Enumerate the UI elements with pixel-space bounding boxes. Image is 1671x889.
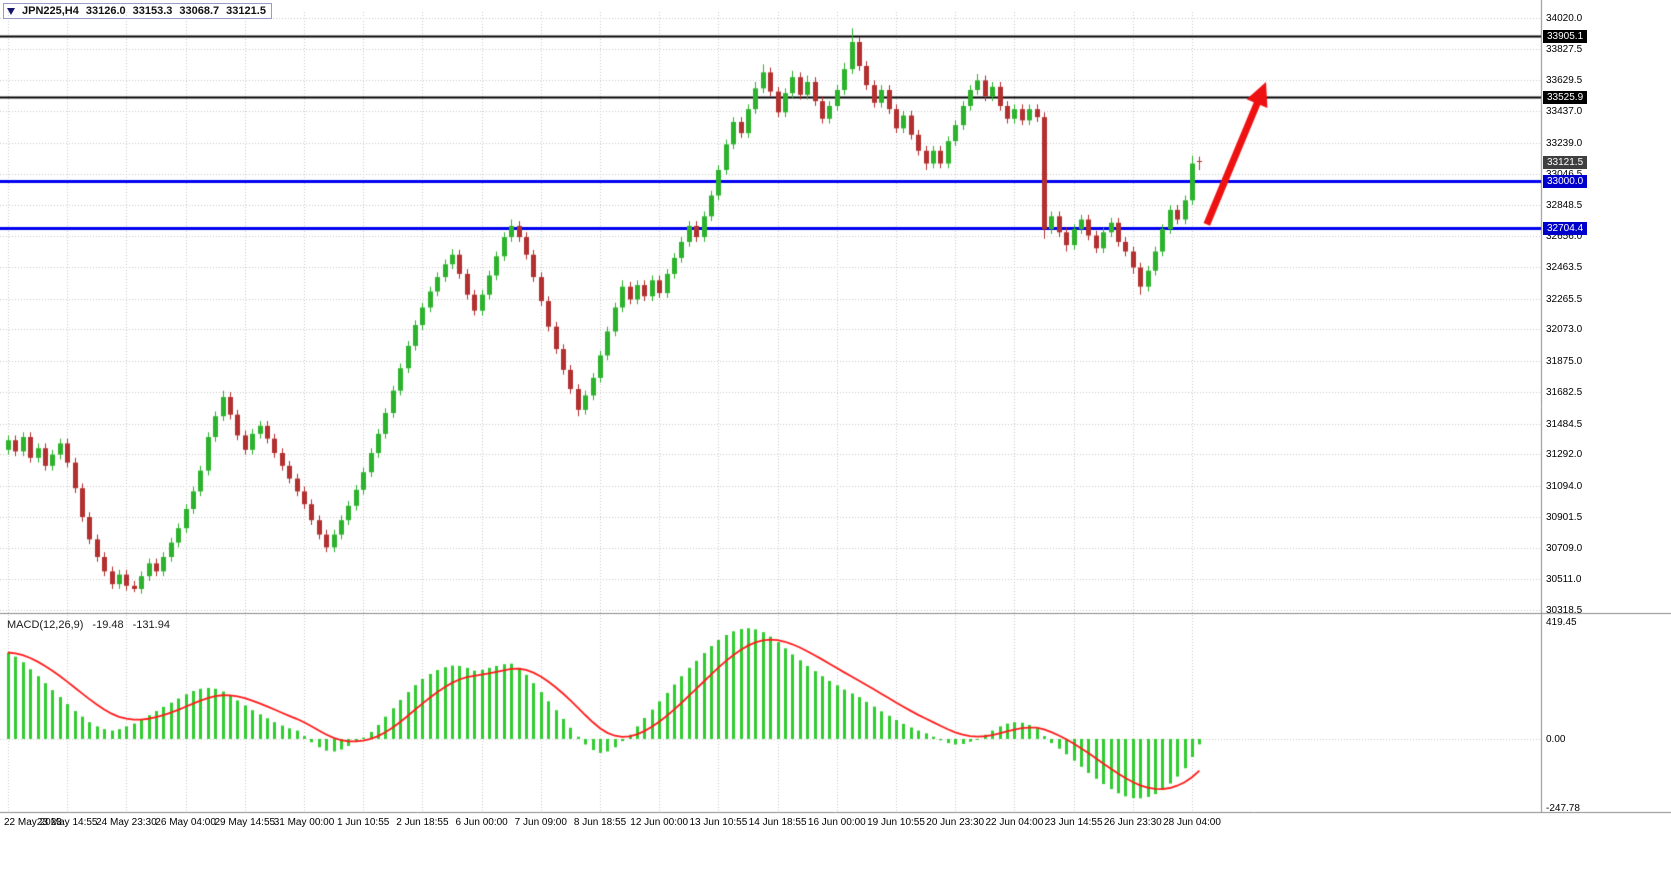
time-tick-label: 22 May 2023 [4, 817, 62, 828]
macd-tick-label: 0.00 [1546, 733, 1566, 745]
price-tick-label: 31094.0 [1546, 480, 1583, 492]
time-tick-label: 26 May 04:00 [155, 817, 216, 828]
time-tick-label: 31 May 00:00 [273, 817, 335, 828]
price-tick-label: 31484.5 [1546, 418, 1583, 430]
price-tick-label: 33629.5 [1546, 75, 1583, 87]
price-badge: 33905.1 [1543, 30, 1588, 44]
price-tick-label: 31292.0 [1546, 449, 1583, 461]
time-tick-label: 28 Jun 04:00 [1163, 817, 1221, 828]
time-tick-label: 26 Jun 23:30 [1103, 817, 1162, 828]
time-tick-label: 12 Jun 00:00 [630, 817, 689, 828]
price-badge: 33000.0 [1543, 175, 1588, 189]
time-tick-label: 19 Jun 10:55 [867, 817, 925, 828]
symbol-marker-icon [7, 7, 15, 15]
time-tick-label: 23 Jun 14:55 [1044, 817, 1103, 828]
price-tick-label: 33437.0 [1546, 106, 1583, 118]
time-tick-label: 16 Jun 00:00 [807, 817, 866, 828]
time-tick-label: 6 Jun 00:00 [455, 817, 508, 828]
macd-name-label: MACD(12,26,9) [7, 619, 84, 631]
price-tick-label: 31875.0 [1546, 356, 1583, 368]
symbol-info-box: JPN225,H4 33126.0 33153.3 33068.7 33121.… [3, 3, 272, 19]
price-tick-label: 32656.0 [1546, 231, 1583, 243]
price-tick-label: 30709.0 [1546, 542, 1583, 554]
time-tick-label: 1 Jun 10:55 [337, 817, 390, 828]
macd-tick-label: 419.45 [1546, 617, 1577, 628]
time-tick-label: 7 Jun 09:00 [514, 817, 567, 828]
price-badge: 32704.4 [1543, 222, 1588, 236]
price-tick-label: 32463.5 [1546, 261, 1583, 273]
price-tick-label: 30901.5 [1546, 511, 1583, 523]
price-tick-label: 30511.0 [1546, 574, 1582, 586]
macd-tick-label: -247.78 [1546, 803, 1580, 814]
ohlc-high-value: 33153.3 [132, 5, 173, 17]
ohlc-close-value: 33121.5 [226, 5, 266, 17]
time-tick-label: 29 May 14:55 [214, 817, 276, 828]
price-tick-label: 32848.5 [1546, 200, 1583, 212]
price-badge: 33525.9 [1543, 91, 1588, 105]
macd-indicator-label: MACD(12,26,9) -19.48 -131.94 [7, 619, 170, 631]
time-tick-label: 23 May 14:55 [36, 817, 98, 828]
time-tick-label: 22 Jun 04:00 [985, 817, 1044, 828]
ohlc-open-value: 33126.0 [85, 5, 126, 17]
price-badge: 33121.5 [1543, 155, 1588, 169]
price-tick-label: 33827.5 [1546, 43, 1583, 55]
price-tick-label: 33046.5 [1546, 169, 1582, 180]
price-tick-label: 30318.5 [1546, 605, 1583, 616]
time-tick-label: 14 Jun 18:55 [748, 817, 807, 828]
price-tick-label: 34020.0 [1546, 13, 1583, 24]
time-tick-label: 2 Jun 18:55 [396, 817, 449, 828]
price-tick-label: 32073.0 [1546, 324, 1583, 336]
price-tick-label: 31682.5 [1546, 386, 1583, 398]
macd-signal-value: -131.94 [132, 619, 170, 631]
time-tick-label: 8 Jun 18:55 [573, 817, 627, 828]
time-tick-label: 20 Jun 23:30 [926, 817, 985, 828]
price-tick-label: 32265.5 [1546, 293, 1583, 305]
symbol-timeframe-label: JPN225,H4 [22, 5, 79, 17]
time-tick-label: 13 Jun 10:55 [689, 817, 748, 828]
time-tick-label: 24 May 23:30 [96, 817, 157, 828]
macd-main-value: -19.48 [92, 619, 124, 631]
price-tick-label: 33239.0 [1546, 137, 1583, 149]
ohlc-low-value: 33068.7 [179, 5, 220, 17]
